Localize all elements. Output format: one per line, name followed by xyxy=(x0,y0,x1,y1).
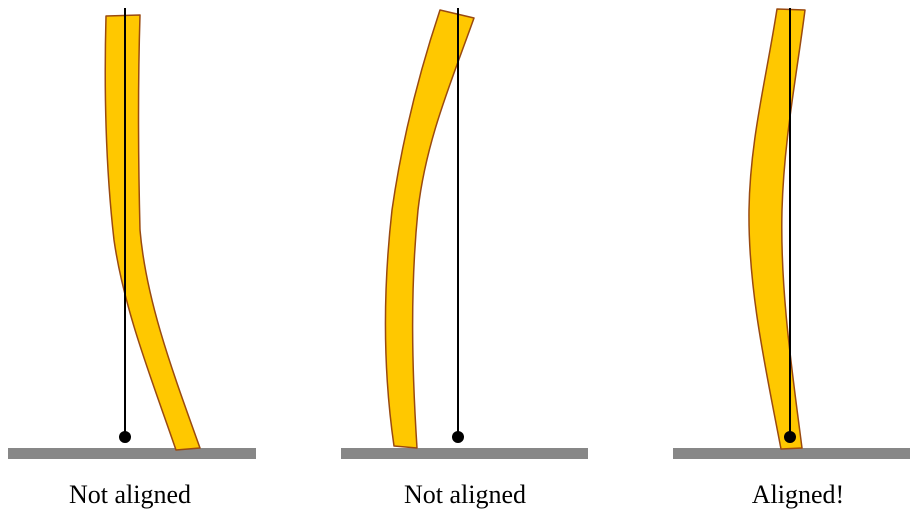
panel-1 xyxy=(8,8,256,459)
panel-3-caption: Aligned! xyxy=(751,480,845,509)
curved-stalk xyxy=(384,9,475,449)
panel-2-caption: Not aligned xyxy=(403,480,527,509)
panel-2 xyxy=(341,8,588,459)
plumb-bob xyxy=(119,431,131,443)
panel-3 xyxy=(673,8,910,459)
ground-bar xyxy=(673,448,910,459)
ground-bar xyxy=(341,448,588,459)
plumb-bob xyxy=(452,431,464,443)
diagram-canvas xyxy=(8,8,910,459)
curved-stalk xyxy=(748,8,806,450)
ground-bar xyxy=(8,448,256,459)
curved-stalk xyxy=(104,14,201,451)
panel-1-caption: Not aligned xyxy=(68,480,192,509)
plumb-bob xyxy=(784,431,796,443)
